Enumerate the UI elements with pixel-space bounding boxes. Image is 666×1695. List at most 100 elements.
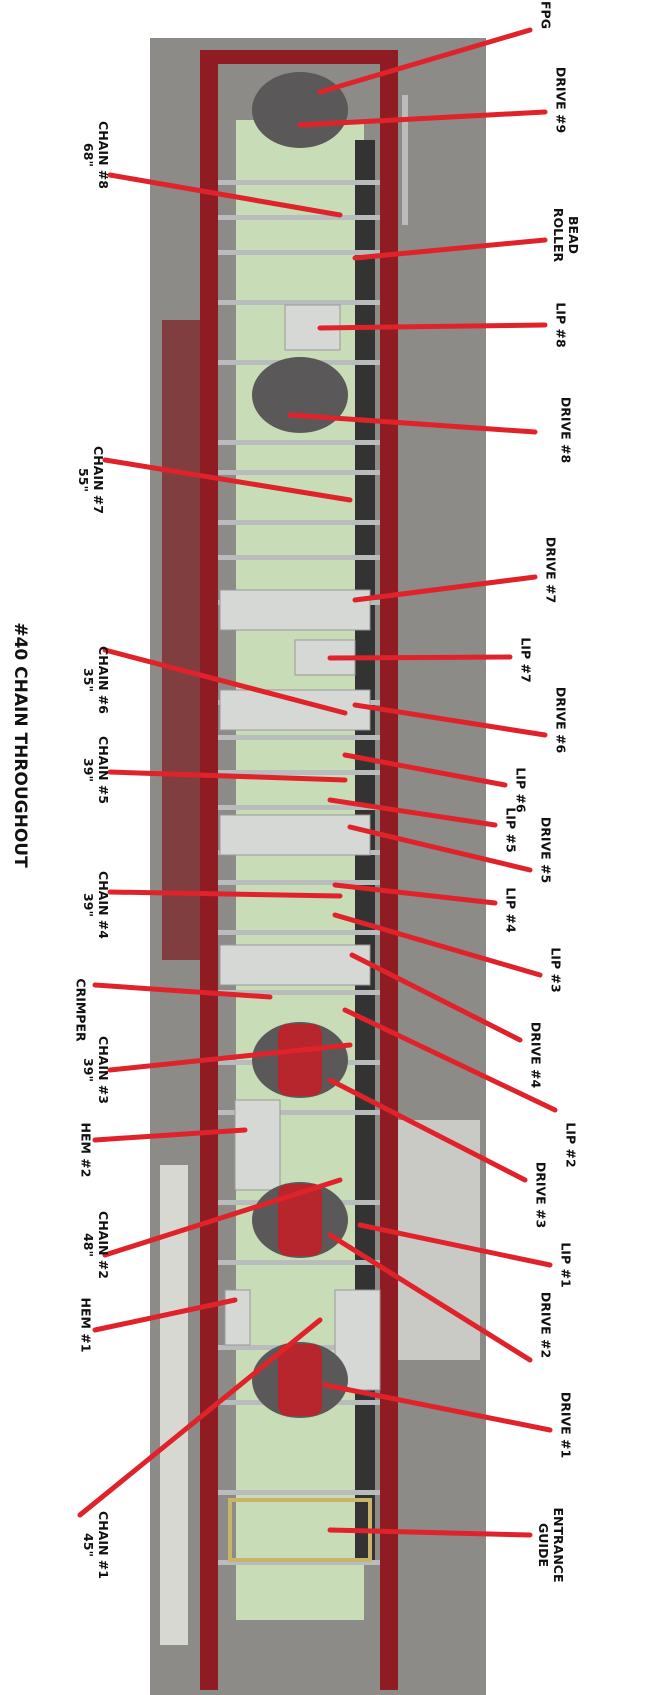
callout-label: LIP #7 <box>519 637 534 682</box>
callout-label: CHAIN #1 <box>96 1511 111 1579</box>
callout-line <box>342 752 508 788</box>
callout-line <box>317 322 548 331</box>
callout-line <box>102 457 353 503</box>
callout-label: LIP #6 <box>514 767 529 813</box>
callout-label: DRIVE #5 <box>539 817 554 883</box>
callout-line <box>342 1007 558 1113</box>
plate <box>234 1099 281 1191</box>
callout-line <box>349 952 523 1043</box>
callout-label: 45" <box>81 1533 96 1557</box>
frame-rail <box>200 50 218 1690</box>
callout-label: CHAIN #5 <box>96 736 111 804</box>
title: #40 CHAIN THROUGHOUT <box>10 622 30 868</box>
plate <box>334 1289 381 1391</box>
machine-parts <box>218 72 408 1565</box>
callout-label: 39" <box>81 893 96 917</box>
cross-bar <box>218 880 380 885</box>
callout-label: ROLLER <box>551 208 566 263</box>
plate <box>219 589 371 631</box>
callout-label: LIP #8 <box>554 302 569 347</box>
plate <box>219 944 371 986</box>
callout-label: CRIMPER <box>74 978 89 1042</box>
callout-label: DRIVE #3 <box>534 1162 549 1228</box>
callout-line <box>107 172 343 218</box>
callout-label: 48" <box>81 1233 96 1257</box>
callout-line <box>92 982 273 1000</box>
callout-label: 68" <box>81 143 96 167</box>
callout-line <box>317 27 533 95</box>
plate <box>224 1289 251 1346</box>
cross-bar <box>218 1260 380 1265</box>
cross-bar <box>218 555 380 560</box>
cross-bar <box>218 250 380 255</box>
roller-band <box>278 1184 322 1256</box>
callout-line <box>107 889 343 899</box>
callout-label: 39" <box>81 1058 96 1082</box>
callout-line <box>327 654 513 661</box>
callout-label: LIP #3 <box>549 947 564 992</box>
callout-label: HEM #2 <box>79 1123 94 1178</box>
callout-label: LIP #2 <box>564 1122 579 1167</box>
callout-label: CHAIN #6 <box>96 646 111 714</box>
cross-bar <box>218 930 380 935</box>
callout-line <box>107 769 348 783</box>
callout-line <box>347 824 533 873</box>
frame-rail <box>380 50 398 1690</box>
callout-label: DRIVE #8 <box>559 397 574 463</box>
callout-line <box>327 1232 533 1363</box>
callout-line <box>352 237 548 261</box>
plate <box>219 814 371 856</box>
callout-label: GUIDE <box>536 1523 551 1567</box>
roller-band <box>278 1344 322 1416</box>
side-rail <box>160 1165 188 1645</box>
callout-line <box>287 412 538 435</box>
callout-label: CHAIN #4 <box>96 871 111 939</box>
callout-line <box>92 1127 248 1143</box>
cross-bar <box>218 770 380 775</box>
side-frame <box>162 320 200 960</box>
callout-label: DRIVE #2 <box>539 1292 554 1358</box>
cross-bar <box>218 735 380 740</box>
cross-bar <box>218 300 380 305</box>
callout-label: 55" <box>76 468 91 492</box>
callout-label: 35" <box>81 668 96 692</box>
frame-end <box>210 50 390 64</box>
callout-line <box>327 1077 528 1183</box>
callout-label: CHAIN #7 <box>91 446 106 514</box>
cross-bar <box>218 1110 380 1115</box>
callout-label: DRIVE #1 <box>559 1392 574 1458</box>
callout-line <box>332 882 498 906</box>
roller-band <box>278 1024 322 1096</box>
callout-label: DRIVE #9 <box>554 67 569 133</box>
cross-bar <box>218 180 380 185</box>
callout-line <box>102 1177 343 1258</box>
callout-line <box>352 574 538 603</box>
callout-label: DRIVE #7 <box>544 537 559 603</box>
callout-line <box>297 109 548 128</box>
callout-line <box>102 647 348 716</box>
cross-bar <box>218 990 380 995</box>
callout-line <box>322 1382 553 1433</box>
callout-label: DRIVE #6 <box>554 687 569 754</box>
roller <box>252 72 348 148</box>
cross-bar <box>218 805 380 810</box>
cross-bar <box>218 215 380 220</box>
plate <box>219 689 371 731</box>
callout-label: CHAIN #2 <box>96 1211 111 1279</box>
cross-bar <box>218 470 380 475</box>
callout-label: CHAIN #8 <box>96 121 111 189</box>
callout-line <box>352 702 548 738</box>
callout-label: LIP #4 <box>504 887 519 933</box>
roller <box>252 357 348 433</box>
cross-bar <box>218 1490 380 1495</box>
callout-line <box>332 912 543 978</box>
callout-line <box>77 1317 323 1518</box>
callout-line <box>327 1527 533 1538</box>
callout-label: BEAD <box>566 216 581 254</box>
cross-bar <box>218 1560 380 1565</box>
callout-line <box>357 1222 553 1268</box>
callout-label: CHAIN #3 <box>96 1036 111 1104</box>
callout-line <box>107 1042 353 1073</box>
